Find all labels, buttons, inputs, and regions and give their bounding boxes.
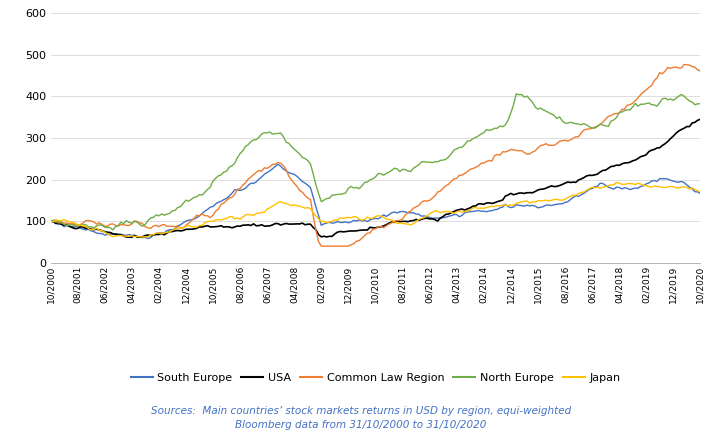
South Europe <box>693 189 702 194</box>
USA <box>529 190 537 195</box>
South Europe <box>298 179 307 184</box>
Common Law Region <box>529 149 537 155</box>
Japan <box>119 233 128 239</box>
Japan <box>46 219 55 224</box>
South Europe <box>119 233 128 238</box>
Text: Sources:  Main countries’ stock markets returns in USD by region, equi-weighted: Sources: Main countries’ stock markets r… <box>151 406 571 416</box>
Japan <box>612 180 621 185</box>
South Europe <box>422 214 431 219</box>
Text: Bloomberg data from 31/10/2000 to 31/10/2020: Bloomberg data from 31/10/2000 to 31/10/… <box>235 420 487 431</box>
USA <box>696 117 705 122</box>
Japan <box>139 234 147 240</box>
USA <box>295 221 304 226</box>
USA <box>119 233 128 239</box>
USA <box>133 235 142 240</box>
South Europe <box>574 194 583 199</box>
Line: USA: USA <box>51 119 700 237</box>
North Europe <box>122 218 131 223</box>
USA <box>420 216 429 221</box>
USA <box>572 180 580 185</box>
Common Law Region <box>680 62 689 67</box>
Japan <box>696 189 705 194</box>
Japan <box>572 193 580 198</box>
Line: South Europe: South Europe <box>51 164 700 239</box>
Line: Japan: Japan <box>51 183 700 237</box>
Japan <box>529 199 537 204</box>
North Europe <box>46 219 55 224</box>
Legend: South Europe, USA, Common Law Region, North Europe, Japan: South Europe, USA, Common Law Region, No… <box>126 368 625 387</box>
North Europe <box>531 104 539 110</box>
South Europe <box>274 162 282 167</box>
North Europe <box>693 101 702 106</box>
USA <box>691 120 700 125</box>
South Europe <box>144 236 152 241</box>
North Europe <box>696 101 705 106</box>
Common Law Region <box>572 134 580 139</box>
Common Law Region <box>317 244 326 249</box>
Japan <box>420 215 429 220</box>
South Europe <box>696 191 705 196</box>
USA <box>46 219 55 224</box>
Japan <box>295 204 304 209</box>
Line: North Europe: North Europe <box>51 94 700 230</box>
Common Law Region <box>292 184 301 189</box>
Common Law Region <box>46 219 55 224</box>
North Europe <box>295 152 304 157</box>
Line: Common Law Region: Common Law Region <box>51 64 700 246</box>
North Europe <box>574 121 583 127</box>
Common Law Region <box>693 67 702 73</box>
South Europe <box>46 219 55 224</box>
South Europe <box>531 204 539 209</box>
Japan <box>693 188 702 194</box>
Common Law Region <box>696 68 705 74</box>
North Europe <box>512 91 521 96</box>
North Europe <box>420 159 429 164</box>
Common Law Region <box>420 198 429 203</box>
Common Law Region <box>119 222 128 227</box>
North Europe <box>108 227 117 233</box>
